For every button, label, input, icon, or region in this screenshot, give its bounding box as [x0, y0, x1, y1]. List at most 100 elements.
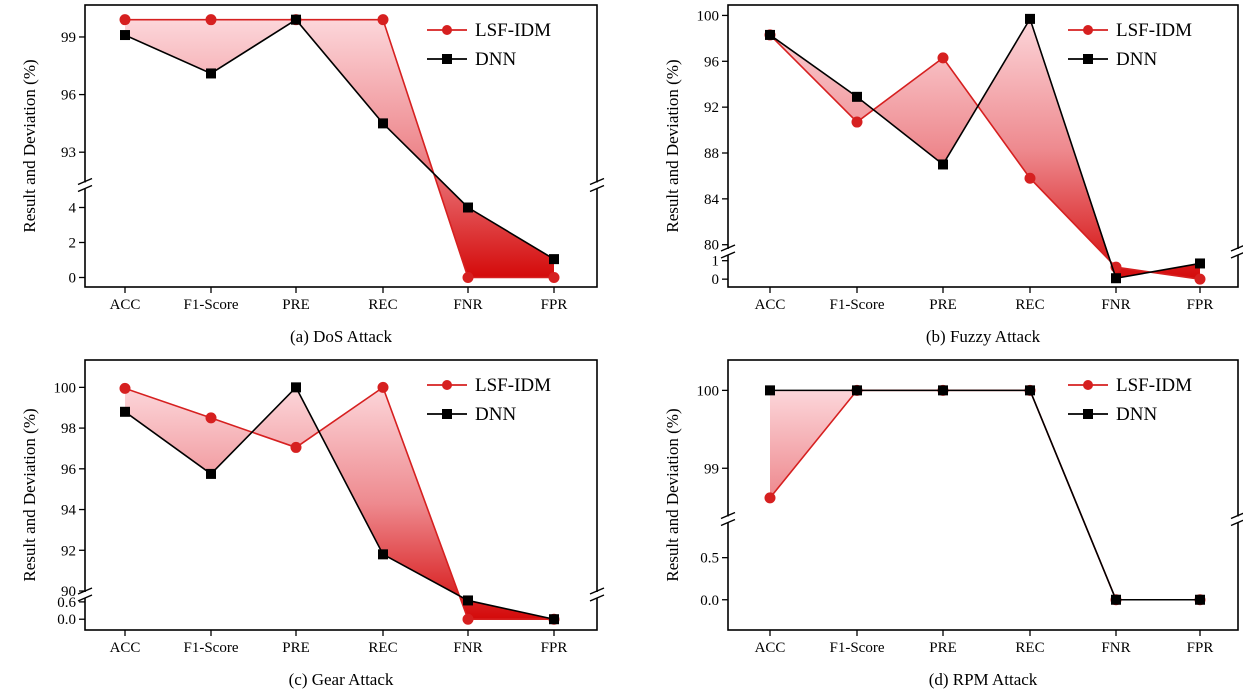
- y-tick-label: 0: [712, 272, 720, 288]
- x-tick-label: F1-Score: [184, 297, 239, 313]
- legend-label: DNN: [1116, 404, 1157, 425]
- legend-marker: [442, 409, 452, 419]
- data-point-lsf-idm: [462, 272, 474, 283]
- data-point-dnn: [549, 614, 559, 625]
- legend-label: LSF-IDM: [475, 20, 551, 41]
- legend-label: LSF-IDM: [1116, 375, 1192, 396]
- data-point-dnn: [291, 382, 301, 393]
- axis-break-mark: [720, 244, 736, 252]
- y-tick-label: 100: [697, 8, 720, 24]
- y-tick-label: 80: [704, 238, 719, 254]
- y-tick-label: 96: [61, 462, 77, 478]
- chart-caption: (d) RPM Attack: [929, 670, 1038, 689]
- x-tick-label: ACC: [755, 640, 786, 656]
- data-point-dnn: [765, 29, 775, 40]
- y-tick-label: 0.5: [700, 551, 719, 567]
- data-point-dnn: [378, 549, 388, 560]
- deviation-area: [125, 387, 554, 620]
- y-tick-label: 98: [61, 421, 76, 437]
- axis-break-gap-right: [1226, 516, 1243, 523]
- x-tick-label: FPR: [541, 297, 568, 313]
- axis-break-mark: [720, 511, 736, 520]
- data-point-lsf-idm: [764, 492, 776, 504]
- series-line-dnn: [770, 389, 1200, 601]
- axis-break-mark: [77, 594, 93, 602]
- deviation-area: [770, 18, 1200, 280]
- data-point-lsf-idm: [377, 381, 389, 393]
- x-tick-label: PRE: [929, 640, 957, 656]
- data-point-lsf-idm: [548, 272, 560, 283]
- legend-marker: [442, 54, 452, 64]
- x-tick-label: FPR: [541, 640, 568, 656]
- legend-marker: [1083, 380, 1093, 390]
- data-point-lsf-idm: [205, 412, 217, 424]
- data-point-dnn: [765, 385, 775, 396]
- legend-label: DNN: [475, 49, 516, 70]
- x-tick-label: PRE: [282, 297, 310, 313]
- axis-break-gap-left: [716, 249, 740, 255]
- axes-frame: [727, 4, 1239, 288]
- y-tick-label: 0: [69, 271, 77, 287]
- data-point-dnn: [938, 159, 948, 170]
- axis-break-mark: [589, 594, 605, 602]
- axes-frame: [84, 4, 598, 288]
- x-tick-label: ACC: [755, 297, 786, 313]
- data-point-dnn: [1025, 385, 1035, 396]
- data-point-lsf-idm: [851, 116, 863, 128]
- x-tick-label: F1-Score: [830, 297, 885, 313]
- axis-break-mark: [77, 184, 93, 193]
- axes-frame: [84, 359, 598, 631]
- axis-break-gap-right: [585, 182, 609, 189]
- legend-label: LSF-IDM: [475, 375, 551, 396]
- data-point-dnn: [852, 91, 862, 102]
- x-tick-label: REC: [368, 640, 397, 656]
- y-axis-label: Result and Deviation (%): [663, 408, 682, 581]
- data-point-dnn: [463, 595, 473, 606]
- data-point-dnn: [938, 385, 948, 396]
- x-tick-label: REC: [368, 297, 397, 313]
- y-tick-label: 0.0: [57, 612, 76, 628]
- data-point-dnn: [120, 30, 130, 41]
- y-tick-label: 90: [61, 584, 76, 600]
- deviation-area: [770, 390, 1200, 600]
- legend-marker: [442, 25, 452, 35]
- data-point-lsf-idm: [937, 52, 949, 64]
- chart-caption: (a) DoS Attack: [290, 327, 392, 346]
- data-point-lsf-idm: [119, 14, 131, 26]
- y-tick-label: 96: [61, 88, 77, 104]
- y-tick-label: 96: [704, 54, 720, 70]
- axis-break-gap-left: [73, 592, 97, 598]
- y-tick-label: 93: [61, 145, 76, 161]
- y-axis-label: Result and Deviation (%): [20, 408, 39, 581]
- data-point-dnn: [1025, 13, 1035, 24]
- data-point-dnn: [1111, 273, 1121, 284]
- axis-break-gap-left: [73, 182, 97, 189]
- data-point-lsf-idm: [290, 441, 302, 453]
- y-tick-label: 92: [704, 100, 719, 116]
- y-tick-label: 0.0: [700, 593, 719, 609]
- data-point-dnn: [206, 468, 216, 479]
- series-line-dnn: [769, 16, 1201, 280]
- data-point-dnn: [291, 14, 301, 25]
- x-tick-label: FNR: [1101, 297, 1130, 313]
- y-tick-label: 4: [69, 201, 77, 217]
- legend-label: DNN: [475, 404, 516, 425]
- chart-panel-3: 90 92 94 96 98 100 0.00.6 ACC F1-Score PRE REC FNR F…: [20, 359, 609, 689]
- chart-caption: (b) Fuzzy Attack: [926, 327, 1041, 346]
- axis-break-gap-left: [716, 516, 740, 523]
- data-point-dnn: [463, 202, 473, 213]
- y-tick-label: 1: [712, 254, 720, 270]
- x-tick-label: FPR: [1187, 297, 1214, 313]
- x-tick-label: REC: [1015, 297, 1044, 313]
- axis-break-mark: [589, 177, 605, 186]
- x-tick-label: PRE: [282, 640, 310, 656]
- axis-break-gap-right: [1226, 249, 1243, 255]
- x-tick-label: FNR: [453, 297, 482, 313]
- axis-break-gap-right: [585, 592, 609, 598]
- data-point-lsf-idm: [119, 382, 131, 394]
- series-line-lsf-idm: [124, 386, 554, 621]
- x-tick-label: FNR: [453, 640, 482, 656]
- legend-marker: [442, 380, 452, 390]
- data-point-dnn: [378, 118, 388, 129]
